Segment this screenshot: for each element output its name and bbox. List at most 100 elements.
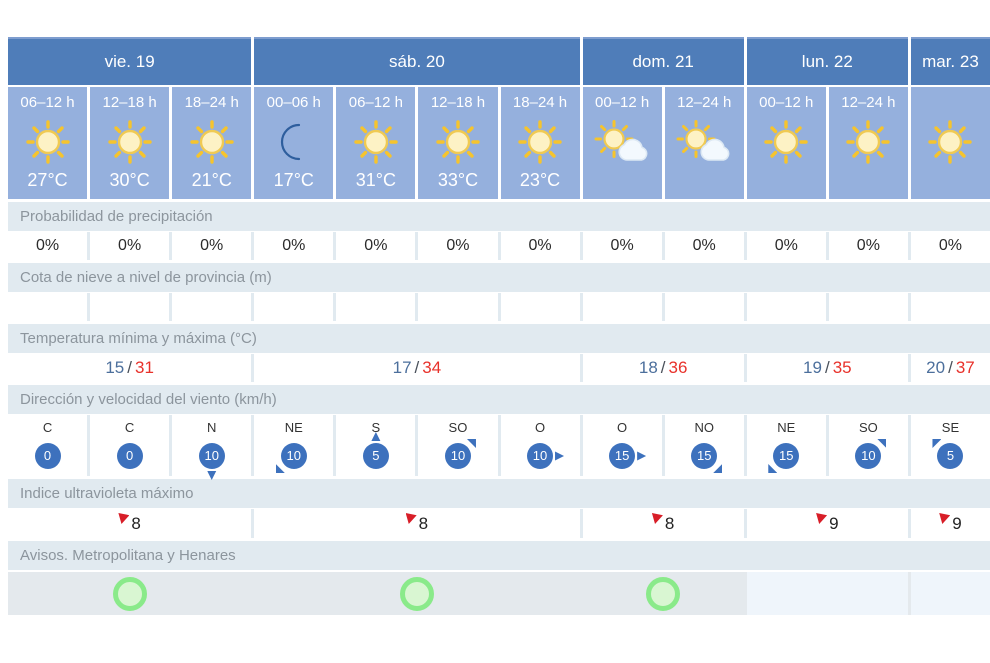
forecast-icon-box (747, 114, 826, 170)
snow-level-cell (582, 293, 662, 321)
uv-index-value: 8 (131, 513, 141, 533)
uv-flag-icon (651, 513, 663, 524)
snow-level-cell (172, 293, 252, 321)
wind-cell: NE 10 (254, 415, 334, 476)
forecast-row: 06–12 h 27°C 12–18 h 30°C 18–24 h 21°C 00–06 h… (8, 87, 990, 199)
wind-speed-badge: 15 (609, 443, 647, 469)
wind-direction-label: S (371, 420, 381, 435)
warning-green-circle-icon (399, 576, 434, 611)
wind-direction-arrow-icon (555, 451, 565, 461)
min-temp-value: 17 (392, 358, 412, 377)
warning-cell (8, 572, 251, 615)
snow-level-cell (910, 293, 990, 321)
snow-level-cell (336, 293, 416, 321)
forecast-time-label: 00–06 h (266, 94, 321, 111)
forecast-cell: 00–12 h (582, 87, 662, 199)
wind-cell: SE 5 (910, 415, 990, 476)
forecast-table: vie. 19 sáb. 20 dom. 21 lun. 22 mar. 23 06–1… (8, 37, 990, 615)
wind-direction-arrow-icon (768, 464, 778, 473)
wind-direction-label: C (124, 420, 135, 435)
warning-cell (910, 572, 990, 615)
wind-row: C 0 C 0 N 10 NE 10 S 5 SO 10 O 10 O 15 NO 15 NE 15 SO 10 SE 5 (8, 415, 990, 480)
forecast-cell: 18–24 h 21°C (172, 87, 252, 199)
snow-level-cell (746, 293, 826, 321)
min-max-temp-cell: 20/37 (910, 354, 990, 382)
precipitation-cell: 0% (582, 232, 662, 260)
temperature-row: 15/31 17/34 18/36 19/35 20/37 (8, 354, 990, 382)
wind-direction-arrow-icon (713, 464, 723, 473)
forecast-temp-label: 17°C (273, 170, 314, 190)
wind-speed-badge: 5 (932, 439, 964, 469)
precipitation-cell: 0% (746, 232, 826, 260)
wind-speed-badge: 10 (275, 443, 307, 473)
forecast-time-label: 12–24 h (677, 94, 732, 111)
snow-level-cell (664, 293, 744, 321)
forecast-time-label (911, 87, 990, 114)
snow-level-cell (418, 293, 498, 321)
snow-level-cell (254, 293, 334, 321)
forecast-icon-box (829, 114, 908, 170)
warning-green-circle-icon (112, 576, 147, 611)
sun-icon (190, 120, 234, 164)
wind-speed-badge: 10 (527, 443, 565, 469)
forecast-time-label: 06–12 h (20, 94, 75, 111)
section-label-temperature: Temperatura mínima y máxima (°C) (8, 324, 990, 353)
precipitation-cell: 0% (910, 232, 990, 260)
forecast-icon-box (501, 114, 580, 170)
forecast-icon-box (418, 114, 497, 170)
forecast-temp-label: 30°C (109, 170, 150, 190)
wind-direction-label: O (617, 420, 628, 435)
forecast-temp-label (665, 170, 744, 199)
sun-icon (354, 120, 398, 164)
min-max-temp-cell: 17/34 (254, 354, 580, 382)
uv-flag-icon (816, 513, 828, 524)
section-label-wind: Dirección y velocidad del viento (km/h) (8, 385, 990, 414)
day-header-4: lun. 22 (746, 37, 908, 85)
wind-direction-arrow-icon (275, 464, 285, 473)
forecast-temp-label (911, 170, 990, 199)
snow-level-cell (500, 293, 580, 321)
forecast-icon-box (336, 114, 415, 170)
min-temp-value: 15 (105, 358, 125, 377)
moon-icon (280, 123, 300, 161)
forecast-time-label: 00–12 h (595, 94, 650, 111)
forecast-temp-label: 23°C (519, 170, 561, 190)
sun-icon (518, 120, 562, 164)
wind-direction-arrow-icon (932, 439, 942, 448)
sun-icon (25, 120, 70, 164)
day-header-row: vie. 19 sáb. 20 dom. 21 lun. 22 mar. 23 (8, 37, 990, 85)
sun-icon (436, 120, 480, 164)
min-temp-value: 18 (638, 358, 658, 377)
warning-cell (254, 572, 579, 615)
wind-cell: N 10 (172, 415, 252, 480)
forecast-temp-label: 33°C (437, 170, 479, 190)
uv-index-row: 8 8 8 9 9 (8, 509, 990, 538)
forecast-time-label: 18–24 h (184, 94, 239, 111)
wind-direction-label: O (534, 420, 546, 435)
wind-direction-arrow-icon (877, 439, 887, 448)
temp-separator: / (660, 358, 666, 377)
sun-cloud-icon (594, 120, 648, 161)
uv-flag-icon (939, 513, 951, 524)
precipitation-cell: 0% (336, 232, 416, 260)
wind-speed-badge: 10 (198, 443, 225, 480)
uv-index-value: 9 (952, 513, 962, 533)
wind-cell: NO 15 (664, 415, 744, 476)
precipitation-cell: 0% (828, 232, 908, 260)
section-label-precipitation: Probabilidad de precipitación (8, 202, 990, 231)
wind-direction-arrow-icon (371, 432, 381, 441)
forecast-icon-box (254, 114, 333, 170)
forecast-cell: 12–24 h (828, 87, 908, 199)
snow-level-cell (90, 293, 170, 321)
forecast-temp-label: 31°C (355, 170, 396, 190)
forecast-icon-box (665, 114, 744, 170)
forecast-time-label: 06–12 h (348, 94, 403, 111)
max-temp-value: 34 (422, 358, 442, 377)
warning-green-circle-icon (646, 576, 681, 611)
wind-speed-badge: 0 (34, 443, 61, 469)
precipitation-cell: 0% (500, 232, 580, 260)
forecast-icon-box (8, 114, 87, 170)
uv-index-cell: 8 (582, 509, 744, 538)
